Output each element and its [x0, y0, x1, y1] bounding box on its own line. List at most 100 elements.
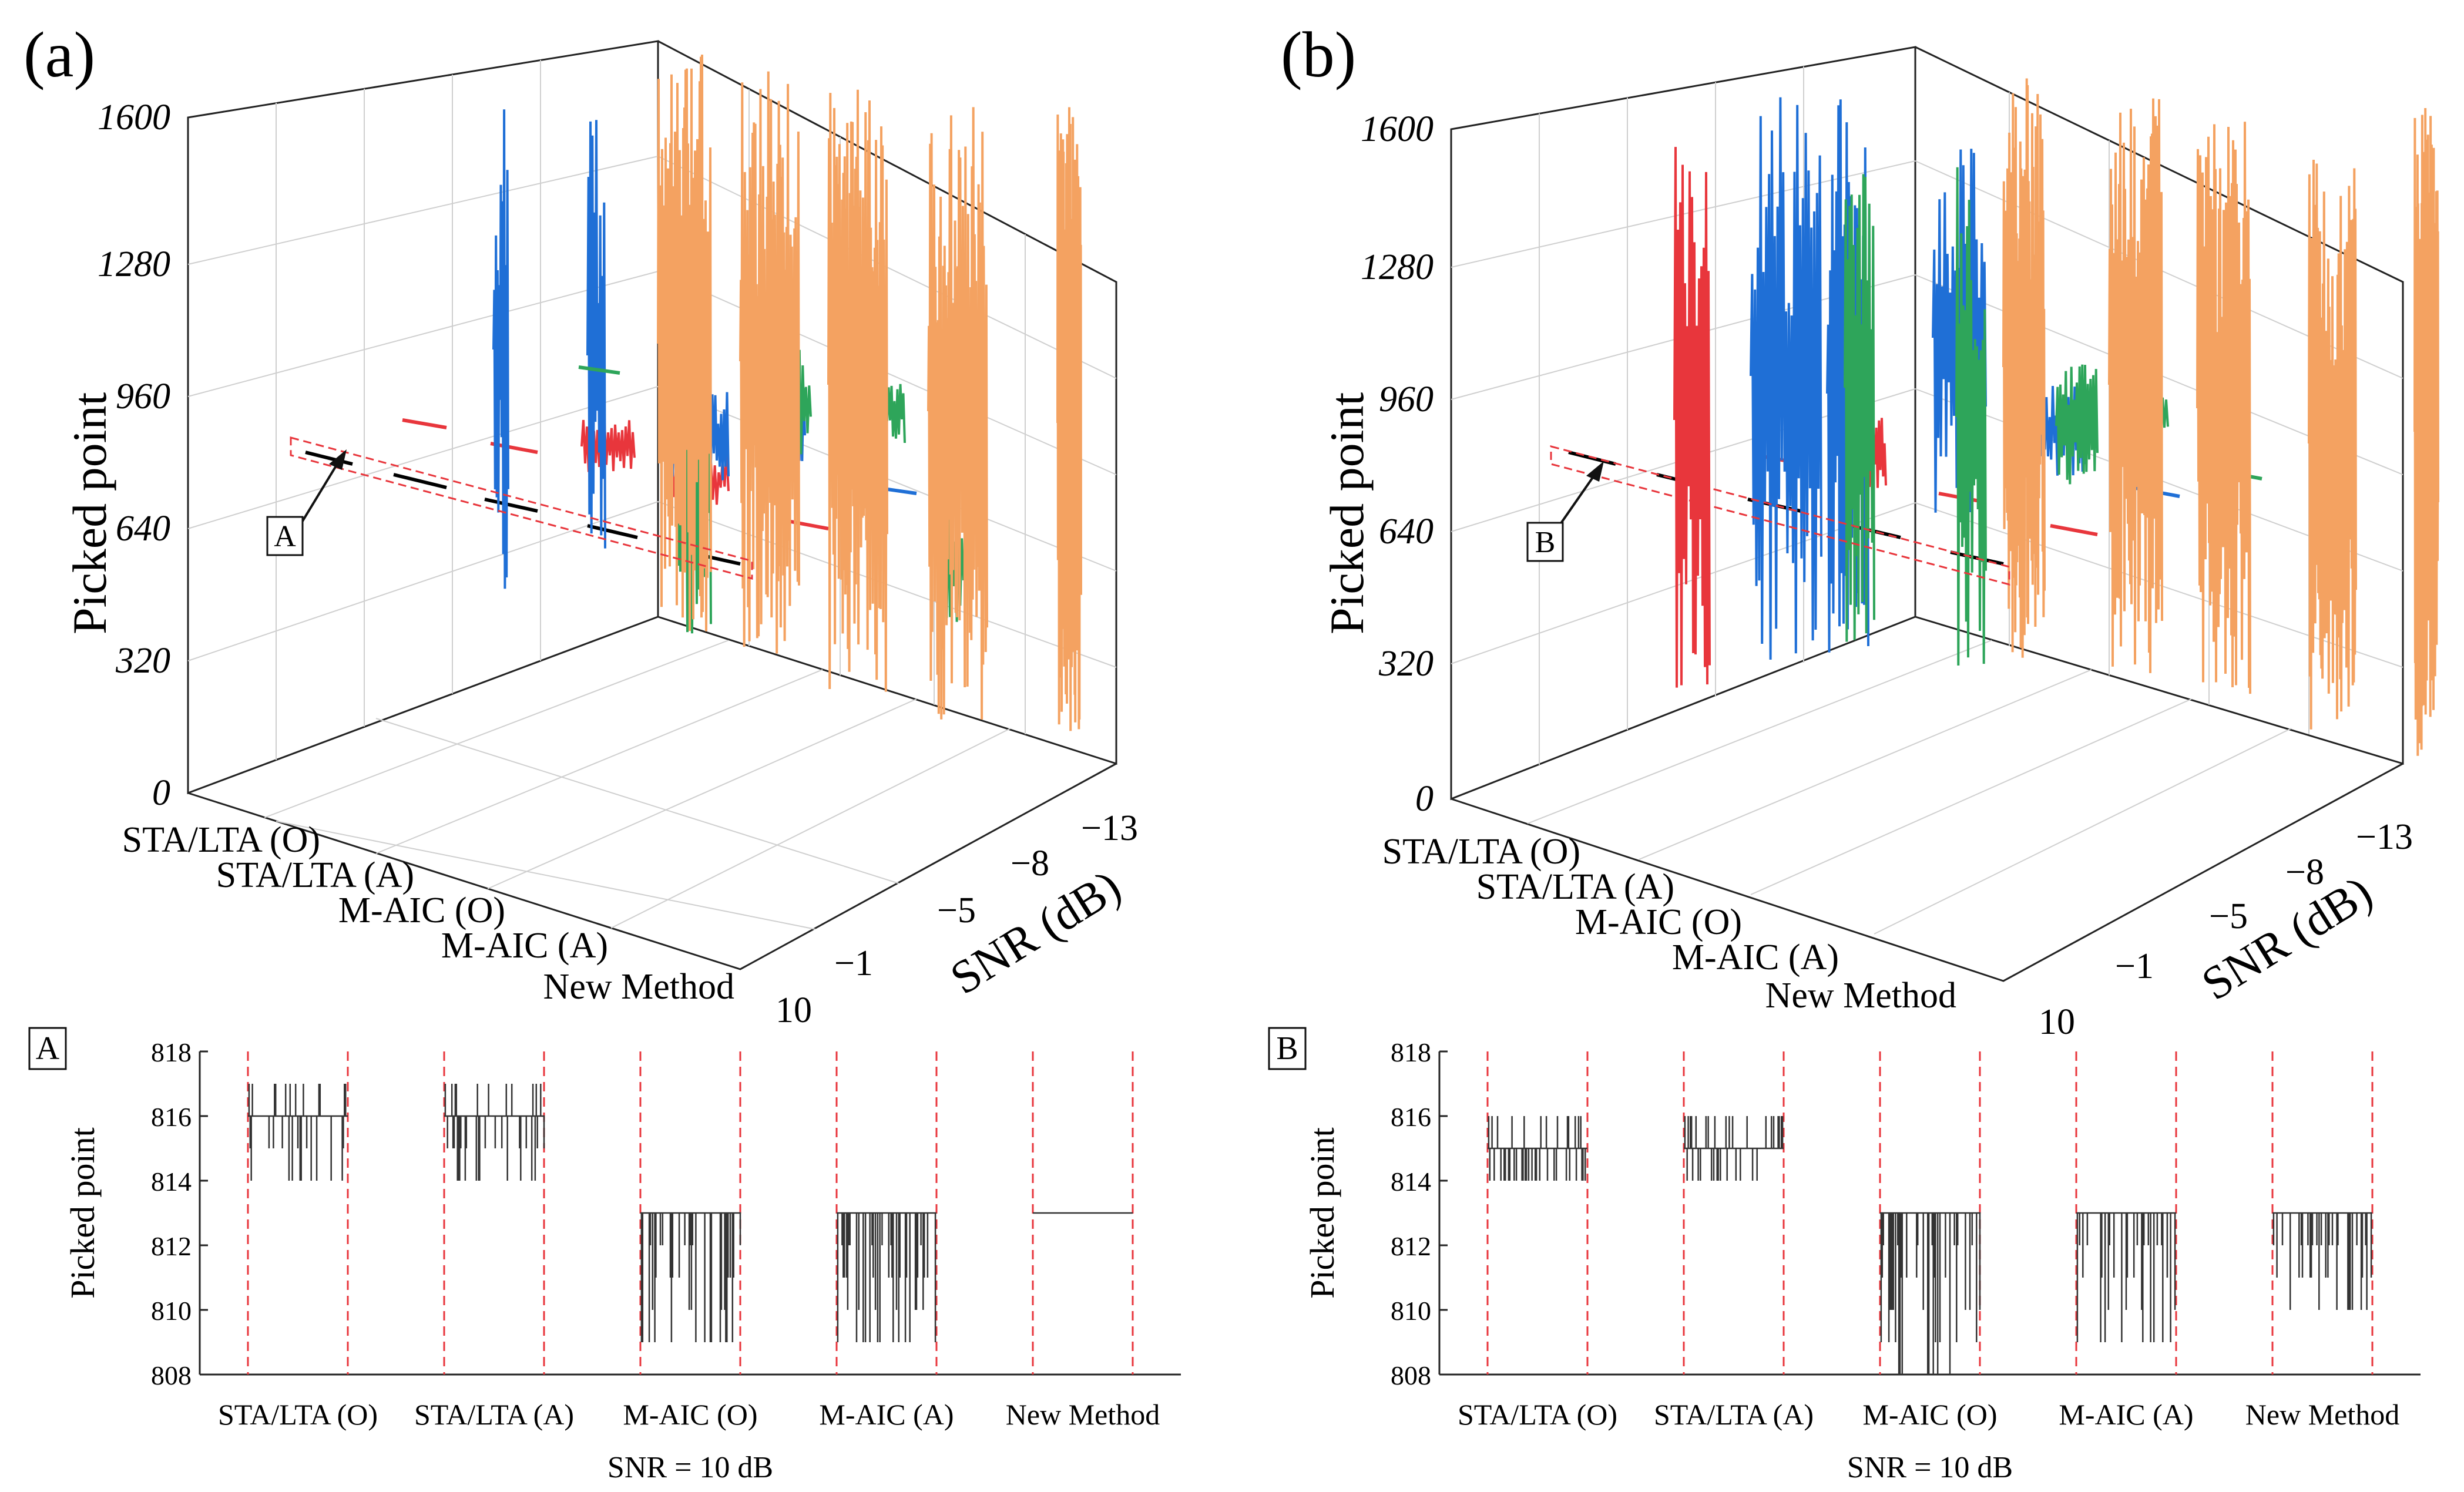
panel-a-ytick: 960 — [116, 377, 170, 416]
panel-a-ytick: 0 — [152, 773, 170, 813]
panel-a-label: (a) — [24, 19, 95, 90]
subplot-x-axis-title: SNR = 10 dB — [1847, 1451, 2013, 1484]
subplot-series-trace — [1880, 1212, 1981, 1375]
panel-b-method-tick: STA/LTA (O) — [1382, 832, 1580, 872]
panel-b-y-axis-title: Picked point — [1320, 392, 1374, 634]
panel-b-grid — [1451, 66, 2403, 935]
panel-a-highlight-box — [290, 436, 753, 580]
trace-sta-lta-a — [1673, 147, 1711, 688]
subplot-series-trace — [444, 1084, 545, 1181]
trace-m-aic-o — [492, 109, 509, 589]
panel-a-ytick: 320 — [115, 641, 170, 681]
trace-m-aic-a — [578, 365, 620, 375]
trace-m-aic-a — [1955, 167, 1987, 666]
trace-new-method — [2413, 107, 2439, 756]
panel-a-traces — [305, 54, 1082, 731]
subplot-ytick-label: 818 — [151, 1037, 192, 1067]
panel-b-callout-label: B — [1535, 526, 1556, 559]
panel-b-method-tick: STA/LTA (A) — [1476, 867, 1674, 907]
panel-a-callout-box — [266, 516, 304, 556]
subplot-category-label: M-AIC (A) — [2059, 1398, 2193, 1431]
subplot-ytick-label: 808 — [1391, 1360, 1431, 1390]
subplot-series-trace — [1684, 1116, 1784, 1181]
trace-m-aic-a — [2055, 364, 2099, 485]
panel-b-ytick: 0 — [1415, 779, 1434, 819]
trace-new-method — [2308, 159, 2357, 730]
panel-a-method-tick: M-AIC (O) — [338, 891, 505, 930]
subplot-category-label: M-AIC (A) — [819, 1398, 954, 1431]
panel-a-grid — [187, 60, 1117, 930]
panel-b-ytick: 960 — [1379, 379, 1434, 419]
panel-a-floor-edge — [187, 762, 1117, 970]
subplot-category-label: M-AIC (O) — [1862, 1398, 1997, 1431]
subplot-category-label: STA/LTA (A) — [1654, 1398, 1814, 1431]
panel-b-ytick: 320 — [1378, 644, 1434, 684]
subplot-category-label: M-AIC (O) — [623, 1398, 757, 1431]
trace-sta-lta-a — [2050, 524, 2098, 536]
subplot-callout-box — [28, 1027, 67, 1070]
panel-b-snr-tick: −1 — [2115, 946, 2154, 986]
subplot-series-trace — [837, 1212, 936, 1342]
subplot-ytick-label: 810 — [151, 1296, 192, 1326]
trace-sta-lta-a — [402, 418, 447, 429]
panel-a-snr-tick: −8 — [1011, 844, 1049, 883]
trace-sta-lta-o — [393, 473, 447, 489]
panel-b-ytick: 640 — [1379, 512, 1434, 552]
panel-b-callout-arrowhead — [1586, 461, 1604, 482]
subplot-series-trace — [640, 1212, 741, 1342]
panel-a-3d-plot: (a) 0 320 640 960 1280 1600 Pick — [24, 19, 1138, 1030]
trace-new-method — [1056, 107, 1082, 731]
subplot-series-trace — [1488, 1116, 1587, 1181]
panel-b-snr-tick: −8 — [2285, 852, 2324, 892]
subplot-callout-label: B — [1276, 1030, 1298, 1067]
panel-a-ytick: 1600 — [98, 98, 170, 137]
panel-a-method-tick: STA/LTA (O) — [122, 820, 320, 860]
panel-a-side-wall — [657, 40, 1117, 765]
trace-m-aic-o — [1750, 97, 1822, 660]
panel-a-method-tick: STA/LTA (A) — [216, 855, 414, 895]
subplot-ytick-label: 810 — [1391, 1296, 1431, 1326]
trace-new-method — [2108, 98, 2163, 673]
panel-a-snr-tick: −13 — [1081, 808, 1138, 848]
trace-m-aic-o — [586, 120, 606, 549]
panel-b-snr-tick: −5 — [2209, 896, 2248, 936]
trace-sta-lta-o — [305, 451, 353, 466]
panel-b-method-tick: New Method — [1765, 976, 1956, 1016]
subplot-ytick-label: 812 — [151, 1231, 192, 1261]
subplot-category-label: STA/LTA (O) — [1458, 1398, 1617, 1431]
trace-new-method — [657, 54, 712, 631]
panel-b-floor-edge — [1451, 762, 2403, 982]
panel-b-3d-plot: (b) 0 320 640 960 1280 1600 Picked point… — [1281, 19, 2439, 1042]
subplot-B: B 808 810 812 814 816 818 Picked point STA/LTA (… — [1268, 1027, 2421, 1484]
trace-new-method — [2002, 78, 2046, 658]
panel-b-ytick: 1280 — [1361, 247, 1434, 287]
panel-b-callout-box — [1526, 522, 1564, 562]
panel-b-snr-tick: 10 — [2039, 1002, 2075, 1042]
subplot-ytick-label: 808 — [151, 1360, 192, 1390]
panel-b-traces — [1568, 78, 2439, 756]
trace-new-method — [739, 71, 800, 654]
panel-b-label: (b) — [1281, 19, 1356, 90]
subplot-callout-label: A — [36, 1030, 60, 1067]
subplot-A: A 808 810 812 814 816 818 Picked point STA/LTA (… — [28, 1027, 1181, 1484]
panel-b-ytick: 1600 — [1361, 109, 1434, 149]
panel-a-method-tick: M-AIC (A) — [441, 926, 608, 966]
subplot-ytick-label: 818 — [1391, 1037, 1431, 1067]
panel-a-snr-tick: −1 — [834, 943, 873, 983]
panel-a-callout-arrowhead — [329, 449, 347, 470]
panel-a-callout-label: A — [274, 520, 296, 553]
subplot-category-label: New Method — [2245, 1398, 2399, 1431]
panel-b-method-tick: M-AIC (O) — [1575, 902, 1742, 942]
panel-a-ytick: 1280 — [98, 244, 170, 284]
subplot-series-trace — [2076, 1212, 2176, 1342]
trace-new-method — [827, 89, 888, 692]
subplot-category-label: STA/LTA (O) — [218, 1398, 378, 1431]
panel-a-snr-tick: −5 — [937, 891, 976, 930]
trace-sta-lta-o — [587, 524, 638, 539]
subplot-y-axis-title: Picked point — [1303, 1127, 1341, 1299]
subplot-callout-box — [1268, 1027, 1307, 1070]
panel-a-y-axis-title: Picked point — [63, 392, 116, 634]
trace-m-aic-a — [1844, 174, 1875, 642]
subplot-ytick-label: 814 — [1391, 1167, 1431, 1197]
